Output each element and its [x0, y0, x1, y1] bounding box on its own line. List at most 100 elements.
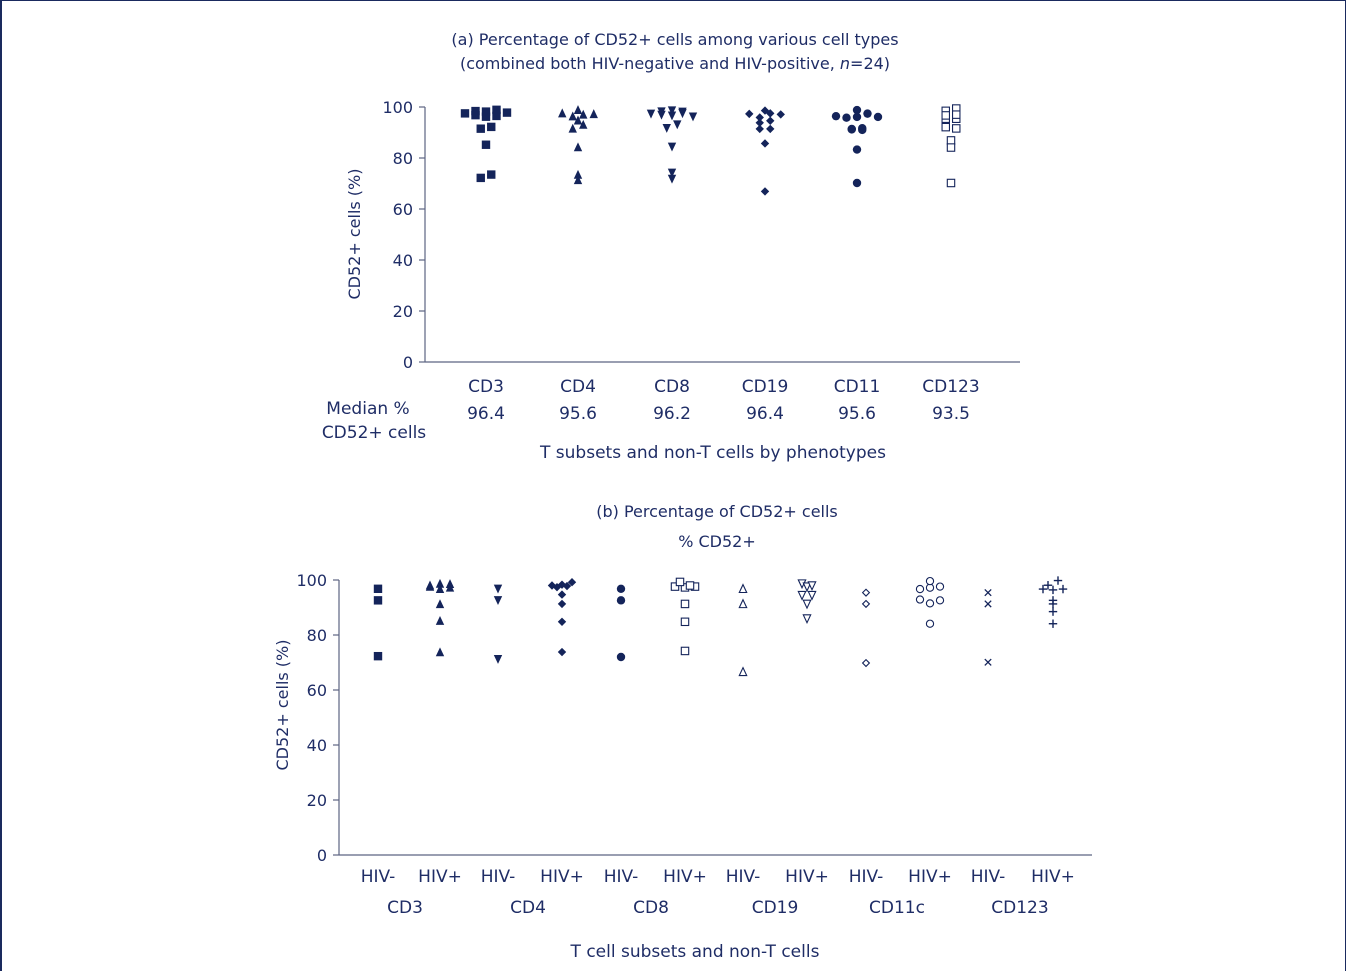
chart-b-point — [1048, 585, 1058, 595]
chart-a-y-axis-label: CD52+ cells (%) — [345, 169, 364, 300]
chart-a-title-line2-post: =24) — [850, 54, 890, 73]
chart-b-point — [557, 599, 567, 609]
chart-b-point — [557, 580, 567, 589]
chart-a-y-tick-label: 100 — [382, 98, 413, 117]
chart-a-median-value: 96.2 — [653, 404, 691, 424]
chart-b-point — [557, 647, 567, 657]
chart-a-point — [755, 118, 764, 128]
chart-a-median-value: 93.5 — [932, 404, 970, 424]
chart-b-point — [802, 614, 812, 624]
chart-b-point — [738, 598, 748, 609]
chart-b-category-label: HIV- — [726, 867, 761, 887]
chart-a-y-tick-label: 20 — [393, 302, 413, 321]
chart-a-point — [481, 140, 491, 149]
chart-a-point — [568, 111, 577, 121]
chart-b-y-tick-label: 100 — [296, 571, 327, 590]
chart-b-y-tick-label: 20 — [307, 791, 327, 810]
chart-b-point — [670, 582, 680, 591]
chart-a-point — [842, 113, 851, 122]
chart-a-x-axis-label: T subsets and non-T cells by phenotypes — [539, 443, 886, 463]
chart-b-point — [861, 588, 871, 597]
chart-b-point — [680, 617, 690, 627]
chart-b-category-label: HIV+ — [1031, 867, 1075, 887]
chart-a-point — [579, 109, 588, 119]
chart-a-median-value: 96.4 — [467, 404, 505, 424]
chart-b-point — [493, 596, 503, 606]
chart-a-point — [568, 123, 577, 133]
chart-a-point — [558, 108, 567, 118]
chart-b-category-label: HIV+ — [540, 867, 584, 887]
chart-b-point — [984, 600, 992, 608]
chart-a-point — [573, 169, 583, 179]
chart-a-category-label: CD4 — [560, 377, 596, 397]
chart-b-point — [685, 581, 695, 590]
chart-a-point — [873, 112, 883, 122]
chart-a-point — [858, 123, 867, 133]
chart-b-point — [373, 596, 383, 605]
chart-a-y-tick-label: 0 — [403, 353, 413, 372]
chart-a-point — [667, 111, 677, 121]
chart-a-category-label: CD19 — [742, 377, 789, 397]
chart-a-title-line2-pre: (combined both HIV-negative and HIV-posi… — [460, 54, 840, 73]
chart-a-point — [573, 115, 583, 125]
chart-b-point — [738, 666, 748, 677]
chart-a-point — [951, 124, 961, 133]
chart-b-point — [616, 652, 626, 662]
chart-a-point — [573, 142, 583, 152]
chart-a-point — [852, 178, 862, 188]
chart-b-point — [861, 599, 871, 609]
chart-a-point — [673, 120, 682, 130]
chart-a-point — [941, 122, 950, 132]
chart-a-point — [487, 122, 496, 132]
chart-b-point — [1048, 607, 1058, 616]
chart-b-category-label: HIV+ — [418, 867, 462, 887]
chart-b-point — [445, 579, 455, 589]
chart-b-category-label: HIV+ — [785, 867, 829, 887]
chart-b-category-label: HIV- — [971, 867, 1006, 887]
chart-a-point — [831, 111, 841, 121]
chart-a-median-label-line2: CD52+ cells — [322, 423, 426, 443]
chart-a-point — [481, 112, 491, 121]
chart-a-y-tick-label: 60 — [393, 200, 413, 219]
chart-b-point — [984, 588, 992, 597]
chart-a-point — [646, 109, 656, 119]
chart-a-point — [946, 143, 956, 152]
chart-b-category-label: HIV- — [361, 867, 396, 887]
chart-a-title-line1: (a) Percentage of CD52+ cells among vari… — [451, 30, 898, 49]
chart-b-group-label: CD11c — [869, 898, 925, 918]
chart-b-point — [680, 599, 690, 609]
chart-a-y-tick-label: 80 — [393, 149, 413, 168]
chart-a-point — [667, 142, 677, 152]
chart-b-point — [807, 590, 817, 601]
chart-a-y-tick-label: 40 — [393, 251, 413, 270]
chart-b-point — [802, 582, 812, 593]
chart-a-point — [946, 136, 956, 145]
chart-a-point — [657, 110, 666, 120]
chart-b-group-label: CD8 — [633, 898, 669, 918]
chart-b-point — [493, 584, 503, 594]
chart-a-point — [667, 106, 677, 116]
chart-a-median-value: 95.6 — [559, 404, 597, 424]
chart-a-point — [667, 168, 677, 178]
chart-a-point — [662, 123, 671, 133]
chart-b-point — [425, 581, 435, 591]
chart-b-point — [935, 582, 945, 591]
chart-b-point — [493, 655, 503, 664]
chart-a-point — [579, 119, 588, 129]
chart-a-median-value: 96.4 — [746, 404, 784, 424]
chart-a-title-line2: (combined both HIV-negative and HIV-posi… — [460, 54, 890, 73]
chart-a-point — [760, 106, 770, 115]
chart-b-group-label: CD4 — [510, 898, 546, 918]
chart-b-point — [935, 596, 945, 605]
chart-b-point — [1048, 596, 1058, 605]
chart-a-point — [863, 109, 872, 118]
chart-a-point — [852, 112, 862, 122]
chart-b-y-axis-label: CD52+ cells (%) — [273, 640, 292, 771]
chart-b-group-label: CD3 — [387, 898, 423, 918]
chart-a-title-line2-n: n — [840, 54, 850, 73]
chart-b-point — [802, 599, 812, 610]
chart-a-point — [745, 109, 754, 119]
chart-b-point — [435, 647, 445, 657]
chart-a-point — [755, 113, 764, 122]
chart-a-point — [487, 170, 496, 179]
